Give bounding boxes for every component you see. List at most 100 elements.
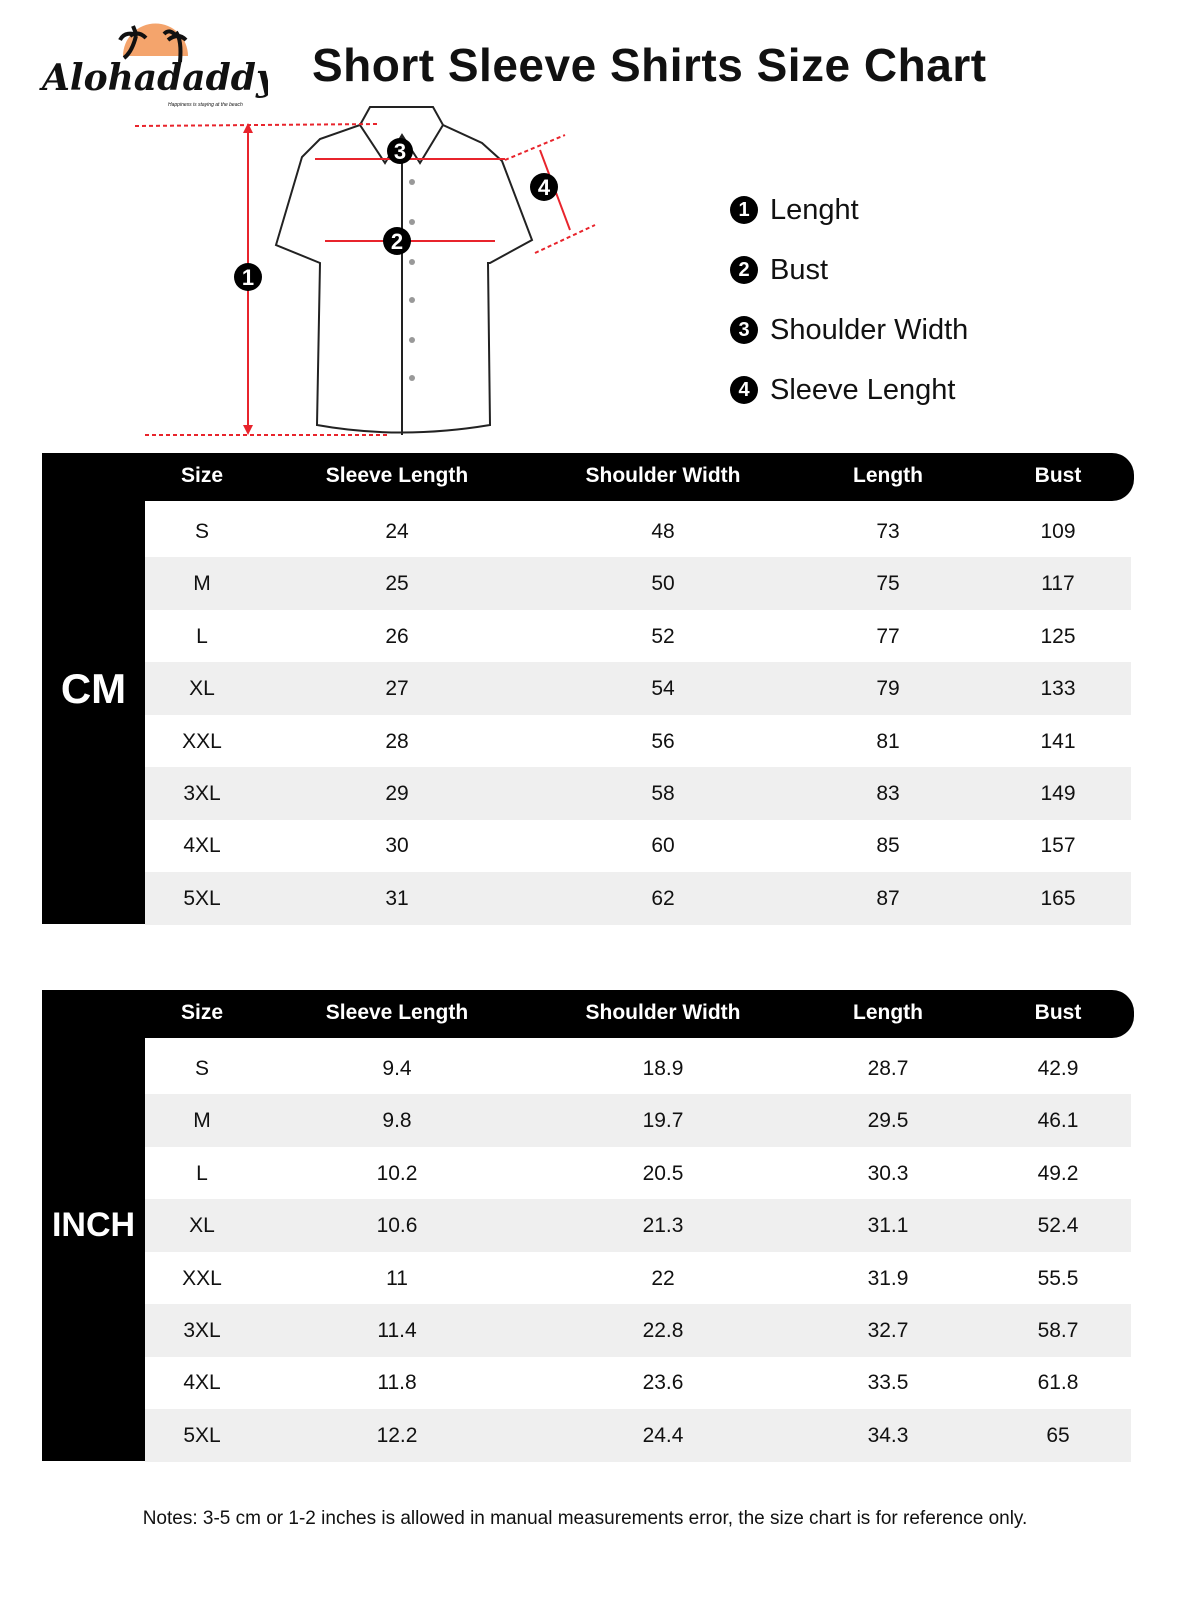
column-header: Length <box>853 464 923 487</box>
table-cell: 19.7 <box>642 1109 684 1133</box>
table-cell: 21.3 <box>642 1214 684 1238</box>
table-cell: 5XL <box>183 1423 221 1447</box>
table-cell: 109 <box>1040 520 1076 543</box>
table-row: XL 27 54 79 133 <box>145 662 1131 716</box>
legend-item-bust: 2 Bust <box>730 240 968 300</box>
table-header: Size Sleeve Length Shoulder Width Length Bus… <box>42 990 1134 1038</box>
table-row: 3XL 29 58 83 149 <box>145 767 1131 820</box>
table-cell: 4XL <box>183 1371 221 1395</box>
table-row: XXL 11 22 31.9 55.5 <box>145 1252 1131 1305</box>
column-header: Size <box>180 464 224 487</box>
table-cell: 52.4 <box>1037 1214 1079 1238</box>
table-row: 4XL 30 60 85 157 <box>145 819 1131 872</box>
size-table-inch: INCH Size Sleeve Length Shoulder Width Lengt… <box>42 990 1134 1462</box>
table-cell: 58.7 <box>1037 1319 1079 1342</box>
column-header: Shoulder Width <box>585 1001 741 1024</box>
table-cell: 141 <box>1040 729 1076 753</box>
table-row: 5XL 12.2 24.4 34.3 65 <box>145 1408 1131 1462</box>
table-cell: 22.8 <box>642 1319 684 1342</box>
table-cell: 29.5 <box>867 1109 909 1133</box>
table-cell: XL <box>189 677 215 701</box>
table-cell: 24.4 <box>642 1423 684 1447</box>
table-cell: 125 <box>1040 624 1076 648</box>
legend-label: Bust <box>770 253 829 286</box>
table-cell: 54 <box>651 677 675 701</box>
table-cell: 33.5 <box>867 1371 909 1395</box>
table-cell: 73 <box>876 520 900 543</box>
shirt-diagram: 1 2 3 4 <box>130 95 600 445</box>
table-cell: 22 <box>651 1266 675 1290</box>
table-cell: 52 <box>651 624 675 648</box>
table-cell: 11.4 <box>377 1319 417 1342</box>
table-cell: 11.8 <box>377 1371 417 1395</box>
page-title: Short Sleeve Shirts Size Chart <box>312 39 987 91</box>
brand-logo: Alohadaddy Happiness is staying at the b… <box>38 14 279 114</box>
table-cell: 10.2 <box>376 1161 418 1185</box>
table-cell: 29 <box>385 782 409 805</box>
table-cell: L <box>196 1161 208 1185</box>
table-row: L 10.2 20.5 30.3 49.2 <box>145 1147 1131 1200</box>
number-2-icon: 2 <box>730 256 758 284</box>
unit-label: CM <box>42 453 145 924</box>
table-cell: S <box>194 1057 210 1080</box>
column-header: Length <box>853 1001 923 1024</box>
table-cell: 61.8 <box>1037 1371 1079 1395</box>
unit-label: INCH <box>42 990 145 1461</box>
legend-label: Sleeve Lenght <box>770 373 956 406</box>
table-cell: 133 <box>1040 677 1076 701</box>
table-row: S 24 48 73 109 <box>145 505 1131 558</box>
table-cell: 56 <box>651 729 675 753</box>
table-cell: 28 <box>385 729 409 753</box>
table-cell: 23.6 <box>642 1371 684 1395</box>
svg-text:3: 3 <box>394 139 406 164</box>
svg-text:4: 4 <box>538 175 551 200</box>
table-cell: 81 <box>876 729 900 753</box>
table-cell: 55.5 <box>1037 1266 1079 1290</box>
table-cell: 25 <box>385 572 409 596</box>
table-cell: 42.9 <box>1037 1057 1079 1080</box>
table-cell: 11 <box>386 1266 408 1290</box>
table-cell: 50 <box>651 572 675 596</box>
table-cell: 24 <box>385 520 409 543</box>
table-cell: 3XL <box>183 782 221 805</box>
number-3-icon: 3 <box>730 316 758 344</box>
table-cell: L <box>196 624 208 648</box>
table-cell: XL <box>189 1214 215 1238</box>
table-cell: 18.9 <box>642 1057 684 1080</box>
column-header: Sleeve Length <box>325 464 469 487</box>
table-cell: 85 <box>876 834 900 858</box>
column-header: Bust <box>1034 1001 1082 1024</box>
legend-item-shoulder: 3 Shoulder Width <box>730 300 968 360</box>
legend-label: Shoulder Width <box>770 313 969 346</box>
legend-item-sleeve: 4 Sleeve Lenght <box>730 360 968 420</box>
table-cell: 31.1 <box>867 1214 909 1238</box>
table-cell: 83 <box>876 782 900 805</box>
table-cell: 20.5 <box>642 1161 684 1185</box>
table-cell: 5XL <box>183 886 221 910</box>
table-cell: 10.6 <box>376 1214 418 1238</box>
table-row: M 25 50 75 117 <box>145 557 1131 611</box>
table-cell: 28.7 <box>867 1057 909 1080</box>
table-row: XL 10.6 21.3 31.1 52.4 <box>145 1199 1131 1253</box>
table-cell: 27 <box>385 677 409 701</box>
table-cell: 32.7 <box>867 1319 909 1342</box>
table-cell: 31 <box>385 886 409 910</box>
table-cell: 46.1 <box>1037 1109 1079 1133</box>
table-cell: 4XL <box>183 834 221 858</box>
table-row: 3XL 11.4 22.8 32.7 58.7 <box>145 1304 1131 1357</box>
table-row: S 9.4 18.9 28.7 42.9 <box>145 1042 1131 1095</box>
table-cell: 65 <box>1046 1423 1070 1447</box>
table-row: XXL 28 56 81 141 <box>145 715 1131 768</box>
column-header: Bust <box>1034 464 1082 487</box>
table-cell: 117 <box>1041 572 1075 596</box>
table-cell: 48 <box>651 520 675 543</box>
measurement-legend: 1 Lenght 2 Bust 3 Shoulder Width 4 Sleeve Le… <box>730 180 968 420</box>
svg-text:1: 1 <box>242 265 254 290</box>
table-cell: 157 <box>1040 834 1076 858</box>
svg-text:2: 2 <box>391 229 403 254</box>
table-cell: 26 <box>385 624 409 648</box>
number-4-icon: 4 <box>730 376 758 404</box>
table-cell: 3XL <box>183 1319 221 1342</box>
table-cell: M <box>193 1109 211 1133</box>
table-cell: 165 <box>1040 886 1076 910</box>
